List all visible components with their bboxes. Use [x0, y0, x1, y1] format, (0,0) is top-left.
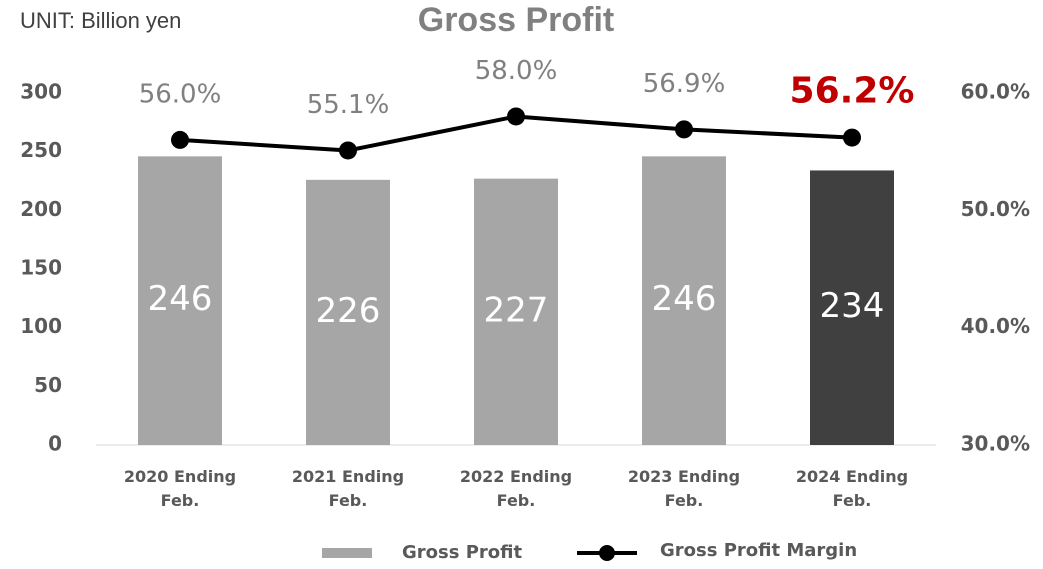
line-marker	[171, 130, 189, 149]
x-tick-label: 2022 Ending Feb.	[459, 467, 573, 510]
bar-value-label: 227	[484, 290, 549, 330]
bar	[642, 156, 726, 446]
y-tick-label: 250	[20, 138, 62, 162]
y-tick-label: 200	[20, 197, 62, 221]
x-tick-label: 2023 Ending Feb.	[627, 467, 741, 510]
legend-label: Gross Profit	[402, 542, 522, 563]
x-tick-label: 2024 Ending Feb.	[795, 467, 909, 510]
line-value-label: 56.2%	[790, 71, 915, 112]
line-marker	[843, 128, 861, 147]
x-tick-label: 2021 Ending Feb.	[291, 467, 405, 510]
y2-tick-label: 50.0%	[961, 197, 1030, 221]
bar	[138, 156, 222, 446]
bar-value-label: 226	[316, 291, 381, 331]
line-value-label: 55.1%	[307, 90, 390, 120]
y2-tick-label: 60.0%	[961, 80, 1030, 104]
y-tick-label: 0	[48, 432, 62, 456]
y-tick-label: 50	[34, 373, 62, 397]
line-value-label: 56.9%	[643, 69, 726, 99]
chart-title: Gross Profit	[418, 1, 614, 39]
y-tick-label: 100	[20, 314, 62, 338]
legend-label: Gross Profit Margin	[660, 540, 857, 561]
legend-swatch	[322, 548, 372, 558]
x-tick-label: 2020 Ending Feb.	[123, 467, 237, 510]
bar	[810, 170, 894, 445]
bar-value-label: 234	[820, 286, 885, 326]
line-marker	[507, 107, 525, 126]
y2-tick-label: 40.0%	[961, 314, 1030, 338]
y-tick-label: 150	[20, 256, 62, 280]
bar-value-label: 246	[148, 279, 213, 319]
unit-label: UNIT: Billion yen	[20, 8, 181, 33]
line-value-label: 58.0%	[475, 56, 558, 86]
line-marker	[675, 120, 693, 139]
y-tick-label: 300	[20, 80, 62, 104]
bar	[474, 178, 558, 446]
legend-swatch	[599, 545, 615, 561]
y2-tick-label: 30.0%	[961, 432, 1030, 456]
bar	[306, 179, 390, 445]
bar-value-label: 246	[652, 279, 717, 319]
line-value-label: 56.0%	[139, 79, 222, 109]
line-marker	[339, 141, 357, 160]
